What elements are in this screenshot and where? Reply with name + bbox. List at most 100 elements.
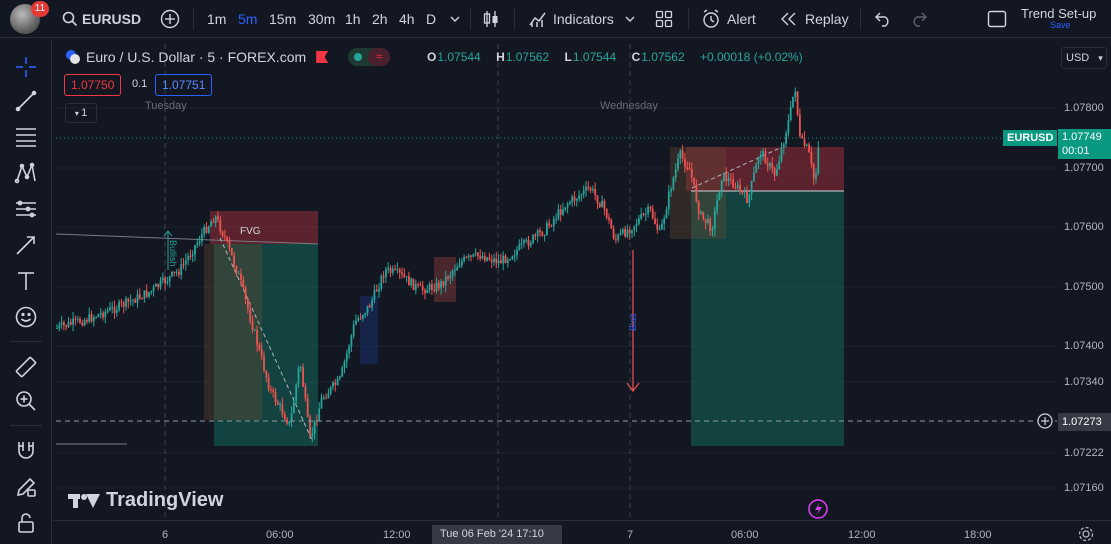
emoji-tool[interactable] — [12, 303, 40, 331]
interval-15m[interactable]: 15m — [269, 11, 297, 27]
candle-body — [587, 186, 590, 189]
target-zone[interactable] — [691, 191, 844, 446]
indicators-button[interactable]: Indicators — [528, 0, 636, 38]
time-tick: 06:00 — [731, 529, 759, 541]
day-label-wednesday: Wednesday — [600, 100, 658, 112]
layouts-button[interactable] — [655, 0, 673, 38]
forecast-tool[interactable] — [12, 195, 40, 223]
candle-body — [279, 404, 281, 406]
candle-body — [598, 203, 601, 208]
interval-1m[interactable]: 1m — [207, 11, 227, 27]
candle-body — [753, 172, 755, 182]
pattern-tool[interactable] — [12, 159, 40, 187]
candle-body — [467, 255, 470, 258]
candle-body — [309, 416, 311, 436]
gear-icon — [1078, 526, 1094, 542]
candle-body — [548, 223, 551, 226]
candle-body — [272, 389, 275, 392]
layout-name[interactable]: Trend Set-up — [1021, 5, 1097, 21]
candle-body — [536, 230, 539, 236]
magnet-tool[interactable] — [12, 437, 40, 465]
fib-tool[interactable] — [12, 123, 40, 151]
interval-4h[interactable]: 4h — [399, 11, 415, 27]
redo-button[interactable] — [910, 0, 928, 38]
crosshair-plus-icon[interactable] — [1037, 413, 1053, 429]
candle-body — [212, 221, 215, 223]
currency-selector[interactable]: USD ▾ — [1061, 47, 1107, 69]
alert-button[interactable]: Alert — [701, 0, 756, 38]
candle-body — [219, 219, 222, 232]
text-tool[interactable] — [12, 267, 40, 295]
short-target-zone[interactable] — [214, 244, 318, 446]
candle-body — [649, 206, 652, 209]
interval-dropdown[interactable] — [449, 0, 461, 38]
candle-body — [812, 163, 815, 179]
candle-body — [610, 219, 613, 229]
market-status-badge[interactable]: ≈ — [348, 48, 391, 66]
rewind-icon — [781, 12, 796, 26]
fvg-label: FVG — [240, 226, 261, 237]
candle-body — [371, 300, 373, 308]
symbol-search[interactable]: EURUSD — [62, 0, 141, 38]
crosshair-tool[interactable] — [12, 53, 40, 81]
replay-button[interactable]: Replay — [779, 0, 849, 38]
candle-body — [757, 158, 760, 164]
bias-arrow-head — [626, 382, 640, 392]
candle-body — [299, 367, 302, 369]
interval-1h[interactable]: 1h — [345, 11, 361, 27]
save-link[interactable]: Save — [1050, 20, 1071, 30]
candle-body — [442, 281, 445, 286]
settings-button[interactable] — [1078, 526, 1094, 544]
zoom-tool[interactable] — [12, 387, 40, 415]
candle-body — [364, 313, 367, 316]
chart-legend[interactable]: Euro / U.S. Dollar · 5 · FOREX.com ≈ — [64, 47, 391, 67]
candle-body — [778, 160, 781, 170]
price-chart[interactable]: Bias Bullish FVG — [53, 39, 1111, 544]
candle-body — [217, 216, 219, 220]
candle-body — [329, 386, 332, 394]
trendline-tool[interactable] — [12, 87, 40, 115]
currency-label: USD — [1066, 52, 1090, 64]
candle-body — [345, 353, 348, 362]
collapse-indicators-button[interactable]: ▾ 1 — [65, 103, 97, 123]
candle-body — [582, 190, 585, 195]
candle-body — [127, 298, 130, 302]
tv-logo-icon — [68, 492, 100, 510]
interval-5m[interactable]: 5m — [238, 11, 258, 27]
measure-tool[interactable] — [12, 353, 40, 381]
candle-body — [120, 301, 123, 303]
undo-button[interactable] — [874, 0, 892, 38]
lock-drawings-tool[interactable] — [12, 509, 40, 537]
candle-body — [419, 284, 422, 286]
lock-open-icon — [18, 513, 34, 533]
candle-body — [175, 271, 178, 273]
interval-d[interactable]: D — [426, 11, 437, 27]
compare-button[interactable] — [160, 0, 180, 38]
candle-body — [513, 255, 516, 257]
buy-button[interactable]: 1.07751 — [155, 74, 213, 96]
chart-type-button[interactable] — [481, 0, 501, 38]
candle-body — [417, 284, 419, 286]
fvg-zone[interactable] — [210, 211, 318, 244]
candle-body — [665, 209, 668, 219]
interval-2h[interactable]: 2h — [372, 11, 388, 27]
brush-tool[interactable] — [12, 231, 40, 259]
candle-body — [373, 289, 376, 301]
candle-body — [447, 276, 449, 279]
sell-button[interactable]: 1.07750 — [64, 74, 122, 96]
crosshair-time-tag: Tue 06 Feb '24 17:10 — [432, 525, 562, 544]
candle-body — [260, 348, 263, 357]
lightning-icon[interactable] — [808, 499, 828, 519]
prediction-icon — [16, 200, 36, 218]
candle-body — [739, 184, 741, 192]
candle-body — [207, 226, 210, 233]
tradingview-logo[interactable]: TradingView — [68, 489, 223, 512]
candle-body — [182, 264, 185, 266]
interval-30m[interactable]: 30m — [308, 11, 336, 27]
layout-menu-button[interactable] — [987, 0, 1007, 38]
draw-mode-tool[interactable] — [12, 473, 40, 501]
candle-body — [143, 290, 146, 299]
candle-body — [596, 195, 599, 204]
candle-body — [178, 271, 180, 275]
candle-body — [221, 231, 224, 237]
